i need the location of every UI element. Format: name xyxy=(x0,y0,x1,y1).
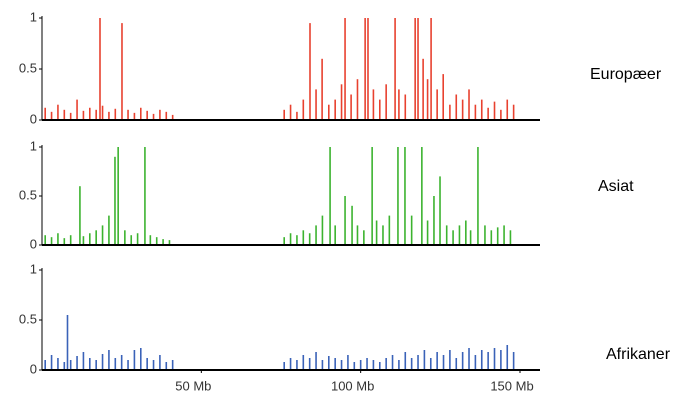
x-tick-label: 50 Mb xyxy=(175,378,211,393)
series-label: Asiat xyxy=(598,178,634,195)
y-tick-label: 0 xyxy=(30,111,37,126)
series-label: Europæer xyxy=(590,66,662,83)
x-tick-label: 150 Mb xyxy=(490,378,533,393)
x-tick-label: 100 Mb xyxy=(331,378,374,393)
y-tick-label: 1 xyxy=(30,138,37,153)
series-label: Afrikaner xyxy=(606,346,671,363)
y-tick-label: 1 xyxy=(30,9,37,24)
y-tick-label: 0.5 xyxy=(19,60,37,75)
y-tick-label: 0.5 xyxy=(19,311,37,326)
y-tick-label: 0 xyxy=(30,361,37,376)
y-tick-label: 0 xyxy=(30,236,37,251)
y-tick-label: 0.5 xyxy=(19,187,37,202)
y-tick-label: 1 xyxy=(30,261,37,276)
